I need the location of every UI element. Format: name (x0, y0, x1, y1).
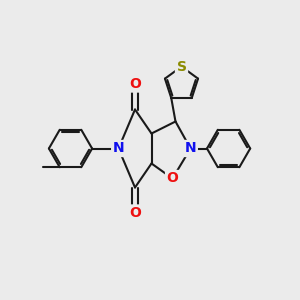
Text: O: O (167, 172, 178, 185)
Text: O: O (129, 77, 141, 91)
Text: O: O (129, 206, 141, 220)
Text: N: N (113, 142, 124, 155)
Text: S: S (176, 60, 187, 74)
Text: N: N (185, 142, 196, 155)
